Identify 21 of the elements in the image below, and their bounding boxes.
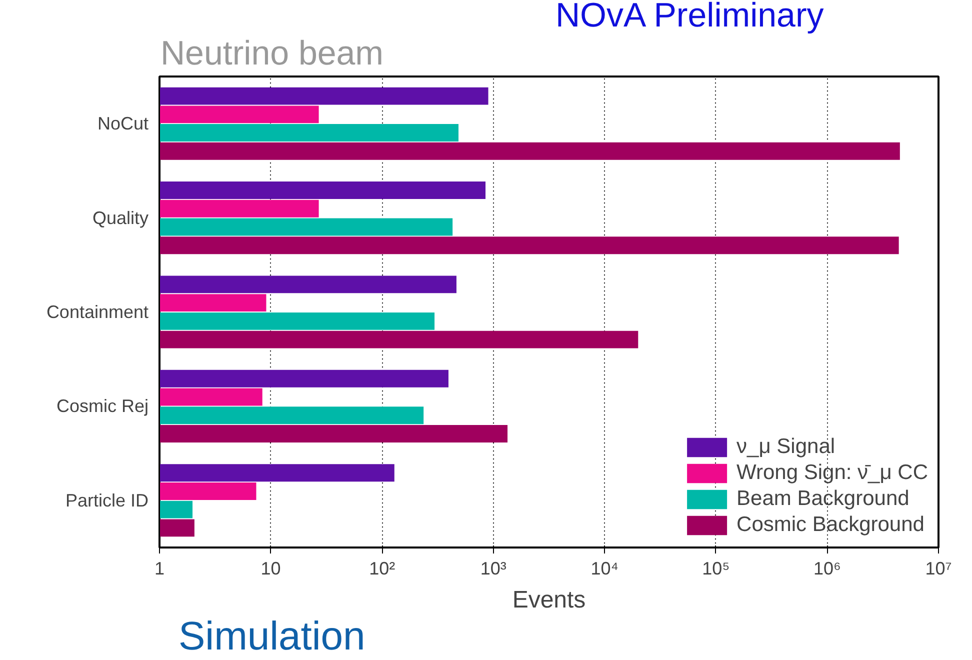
x-axis-title: Events <box>512 586 586 614</box>
legend-label: Wrong Sign: ν̄_μ CC <box>736 461 928 485</box>
x-tick-label: 10³ <box>480 558 506 578</box>
y-tick-label: NoCut <box>97 114 149 134</box>
text: Neutrino beam <box>160 34 384 72</box>
y-tick-label: Containment <box>46 302 149 322</box>
x-tick-label: 10⁵ <box>702 558 730 578</box>
legend-label: ν_μ Signal <box>736 435 836 459</box>
text: Simulation <box>178 614 366 658</box>
x-tick-label: 1 <box>154 558 165 578</box>
y-tick-label: Cosmic Rej <box>56 396 149 416</box>
y-tick-label: Quality <box>92 208 149 228</box>
x-tick-label: 10⁴ <box>590 558 619 578</box>
x-tick-label: 10⁷ <box>925 558 952 578</box>
y-tick-label: Particle ID <box>65 490 149 510</box>
legend-label: Cosmic Background <box>736 513 924 537</box>
x-tick-label: 10² <box>369 558 396 578</box>
legend-label: Beam Background <box>736 487 910 511</box>
x-tick-label: 10 <box>260 558 281 578</box>
text: NOvA Preliminary <box>556 0 824 34</box>
x-tick-label: 10⁶ <box>814 558 841 578</box>
